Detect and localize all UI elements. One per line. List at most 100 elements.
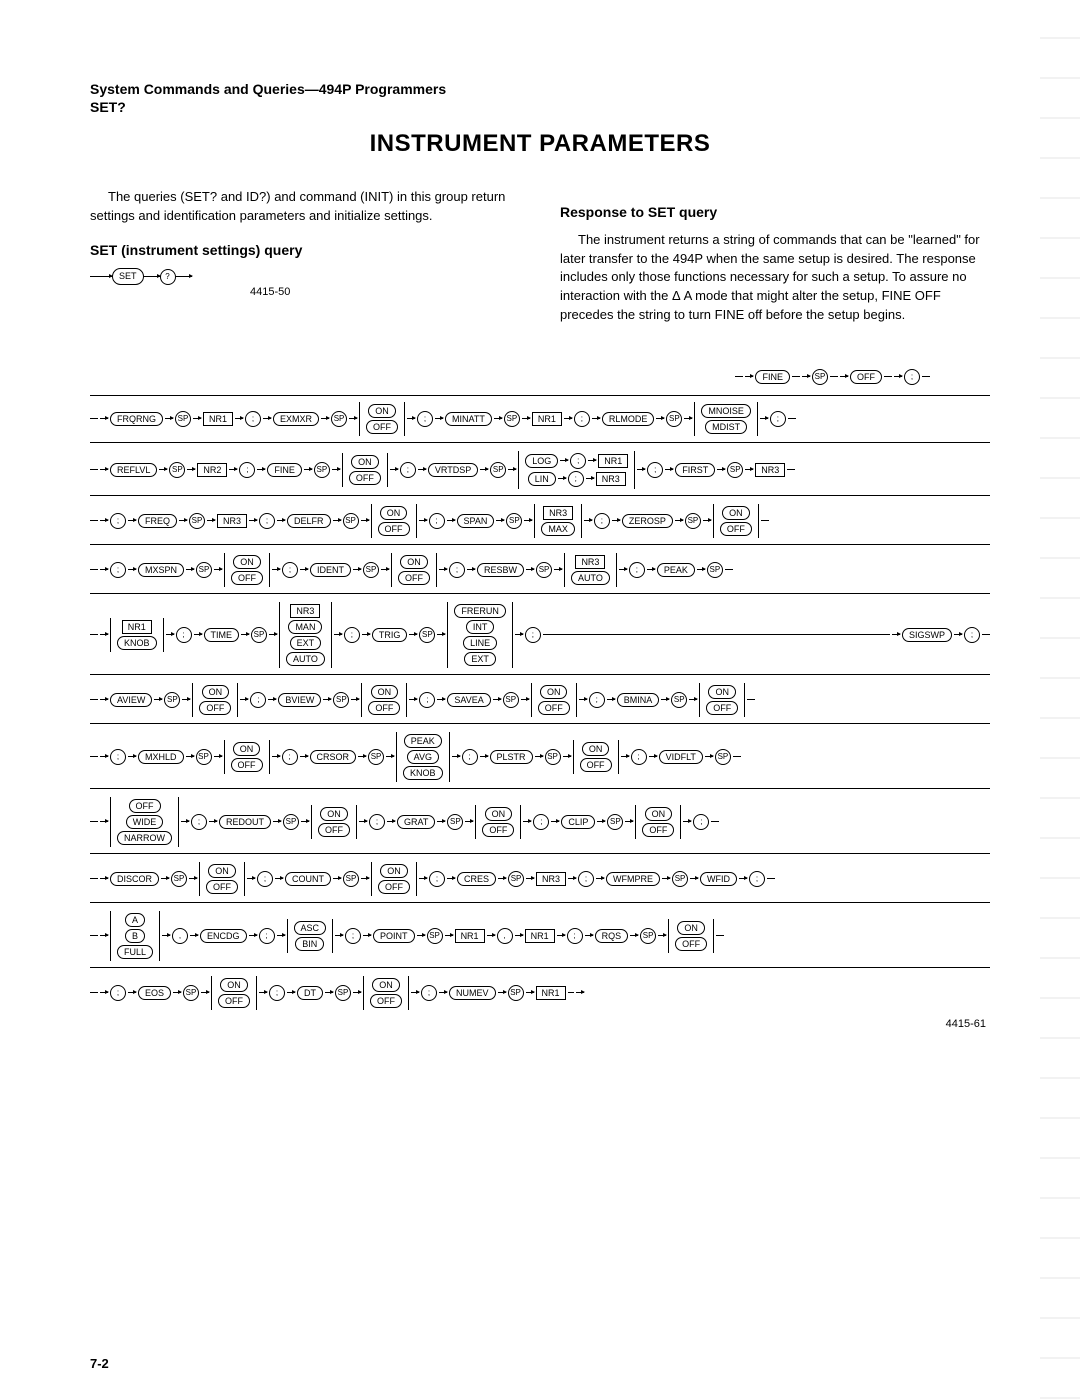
- on-off-stack: ON OFF: [361, 683, 407, 717]
- header-line-1: System Commands and Queries—494P Program…: [90, 80, 990, 98]
- sp: SP: [419, 627, 435, 643]
- off-pill: OFF: [642, 823, 674, 837]
- delfr-pill: DELFR: [287, 514, 331, 528]
- on-off-stack: ON OFF: [371, 862, 417, 896]
- sp: SP: [196, 562, 212, 578]
- header-block: System Commands and Queries—494P Program…: [90, 80, 990, 116]
- sp: SP: [183, 985, 199, 1001]
- zerosp-pill: ZEROSP: [622, 514, 673, 528]
- b-pill: B: [125, 929, 145, 943]
- rqs-pill: RQS: [595, 929, 629, 943]
- right-column: Response to SET query The instrument ret…: [560, 188, 990, 335]
- sp: SP: [283, 814, 299, 830]
- on-pill: ON: [233, 555, 261, 569]
- semi: ;: [525, 627, 541, 643]
- off-pill: OFF: [580, 758, 612, 772]
- semi: ;: [574, 411, 590, 427]
- sp: SP: [164, 692, 180, 708]
- nr1-box: NR1: [203, 412, 233, 426]
- semi: ;: [462, 749, 478, 765]
- bview-pill: BVIEW: [278, 693, 321, 707]
- nr3-box: NR3: [543, 506, 573, 520]
- off-pill: OFF: [370, 994, 402, 1008]
- sp: SP: [607, 814, 623, 830]
- semi: ;: [344, 627, 360, 643]
- rlmode-pill: RLMODE: [602, 412, 655, 426]
- sp: SP: [189, 513, 205, 529]
- on-pill: ON: [540, 685, 568, 699]
- semi: ;: [533, 814, 549, 830]
- off-pill: OFF: [706, 701, 738, 715]
- comma: ,: [172, 928, 188, 944]
- reflvl-pill: REFLVL: [110, 463, 157, 477]
- frerun-pill: FRERUN: [454, 604, 506, 618]
- semi: ;: [110, 513, 126, 529]
- on-pill: ON: [400, 555, 428, 569]
- sp: SP: [333, 692, 349, 708]
- semi: ;: [110, 562, 126, 578]
- off-pill: OFF: [231, 571, 263, 585]
- on-pill: ON: [368, 404, 396, 418]
- on-off-stack: ON OFF: [371, 504, 417, 538]
- semi: ;: [647, 462, 663, 478]
- peak-pill: PEAK: [657, 563, 695, 577]
- sp-circle: SP: [812, 369, 828, 385]
- eos-pill: EOS: [138, 986, 171, 1000]
- sp: SP: [368, 749, 384, 765]
- nr3-box: NR3: [536, 872, 566, 886]
- nr1-box: NR1: [598, 454, 628, 468]
- semi: ;: [693, 814, 709, 830]
- semi-circle: ;: [904, 369, 920, 385]
- nr1-box: NR1: [455, 929, 485, 943]
- log-lin-stack: LOG;NR1 LIN;NR3: [518, 451, 635, 489]
- rail-encdg: A B FULL , ENCDG ; ASC BIN ; POINT SP NR…: [90, 907, 990, 968]
- semi: ;: [589, 692, 605, 708]
- on-pill: ON: [485, 807, 513, 821]
- asc-pill: ASC: [294, 921, 327, 935]
- on-off-stack: ON OFF: [359, 402, 405, 436]
- semi: ;: [245, 411, 261, 427]
- vidflt-pill: VIDFLT: [659, 750, 703, 764]
- off-pill: OFF: [378, 880, 410, 894]
- off-pill: OFF: [850, 370, 882, 384]
- nr1-knob-stack: NR1 KNOB: [110, 618, 164, 652]
- fine-pill: FINE: [267, 463, 302, 477]
- semi: ;: [629, 562, 645, 578]
- log-pill: LOG: [525, 454, 558, 468]
- rail-reflvl: REFLVL SP NR2 ; FINE SP ON OFF ; VRTDSP …: [90, 447, 990, 496]
- rail-discor: DISCOR SP ON OFF ; COUNT SP ON OFF ; CRE…: [90, 858, 990, 903]
- plstr-pill: PLSTR: [490, 750, 533, 764]
- dt-pill: DT: [297, 986, 323, 1000]
- sp: SP: [536, 562, 552, 578]
- nr1-box: NR1: [122, 620, 152, 634]
- on-pill: ON: [202, 685, 230, 699]
- semi: ;: [191, 814, 207, 830]
- line-pill: LINE: [463, 636, 497, 650]
- encdg-pill: ENCDG: [200, 929, 247, 943]
- question-mark-circle: ?: [160, 269, 176, 285]
- semi: ;: [259, 928, 275, 944]
- sigswp-pill: SIGSWP: [902, 628, 952, 642]
- rail-time-trig: NR1 KNOB ; TIME SP NR3 MAN EXT AUTO ; TR…: [90, 598, 990, 675]
- rail-eos: ; EOS SP ON OFF ; DT SP ON OFF ; NUMEV S…: [90, 972, 990, 1014]
- intro-paragraph: The queries (SET? and ID?) and command (…: [90, 188, 520, 226]
- on-off-stack: ON OFF: [713, 504, 759, 538]
- nr3-box: NR3: [575, 555, 605, 569]
- knob-pill: KNOB: [117, 636, 157, 650]
- nr3-auto-stack: NR3 AUTO: [564, 553, 617, 587]
- sp: SP: [196, 749, 212, 765]
- trig-pill: TRIG: [372, 628, 408, 642]
- trig-options-stack: FRERUN INT LINE EXT: [447, 602, 513, 668]
- sp: SP: [707, 562, 723, 578]
- a-b-full-stack: A B FULL: [110, 911, 160, 961]
- nr1-box: NR1: [532, 412, 562, 426]
- sp: SP: [314, 462, 330, 478]
- left-column: The queries (SET? and ID?) and command (…: [90, 188, 520, 335]
- on-off-stack: ON OFF: [342, 453, 388, 487]
- off-pill: OFF: [482, 823, 514, 837]
- off-pill: OFF: [368, 701, 400, 715]
- sp: SP: [335, 985, 351, 1001]
- off-pill: OFF: [231, 758, 263, 772]
- off-pill: OFF: [538, 701, 570, 715]
- cres-pill: CRES: [457, 872, 496, 886]
